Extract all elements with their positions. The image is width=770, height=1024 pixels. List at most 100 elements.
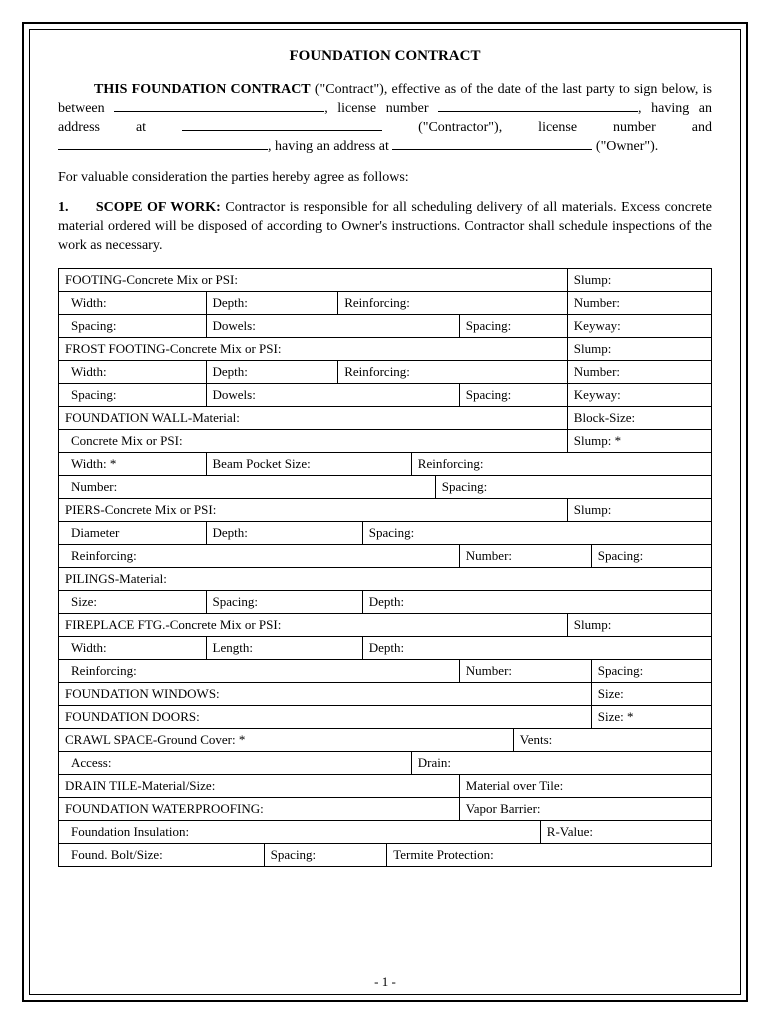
cell[interactable]: Found. Bolt/Size: bbox=[59, 844, 265, 867]
scope-num: 1. bbox=[58, 200, 69, 215]
cell[interactable]: Slump: bbox=[567, 338, 711, 361]
cell[interactable]: FOUNDATION DOORS: bbox=[59, 706, 592, 729]
cell[interactable]: Width: * bbox=[59, 453, 207, 476]
cell[interactable]: Spacing: bbox=[459, 315, 567, 338]
blank-address1[interactable] bbox=[182, 119, 382, 131]
cell[interactable]: FOOTING-Concrete Mix or PSI: bbox=[59, 269, 568, 292]
cell[interactable]: Vents: bbox=[513, 729, 711, 752]
cell[interactable]: Termite Protection: bbox=[387, 844, 712, 867]
intro-body5: , having an address at bbox=[268, 139, 392, 154]
cell[interactable]: Beam Pocket Size: bbox=[206, 453, 411, 476]
cell[interactable]: Vapor Barrier: bbox=[459, 798, 711, 821]
cell[interactable]: Number: bbox=[567, 361, 711, 384]
cell[interactable]: FOUNDATION WINDOWS: bbox=[59, 683, 592, 706]
outer-border: FOUNDATION CONTRACT THIS FOUNDATION CONT… bbox=[22, 22, 748, 1002]
cell[interactable]: FOUNDATION WATERPROOFING: bbox=[59, 798, 460, 821]
cell[interactable]: Spacing: bbox=[362, 522, 711, 545]
cell[interactable]: CRAWL SPACE-Ground Cover: * bbox=[59, 729, 514, 752]
table-row: FOUNDATION WINDOWS: Size: bbox=[59, 683, 712, 706]
cell[interactable]: Spacing: bbox=[206, 591, 362, 614]
table-row: Number: Spacing: bbox=[59, 476, 712, 499]
cell[interactable]: PIERS-Concrete Mix or PSI: bbox=[59, 499, 568, 522]
table-row: FIREPLACE FTG.-Concrete Mix or PSI: Slum… bbox=[59, 614, 712, 637]
blank-license2[interactable] bbox=[58, 138, 268, 150]
cell[interactable]: Spacing: bbox=[591, 545, 711, 568]
consideration-text: For valuable consideration the parties h… bbox=[58, 169, 712, 188]
cell[interactable]: Spacing: bbox=[59, 315, 207, 338]
cell[interactable]: Concrete Mix or PSI: bbox=[59, 430, 568, 453]
cell[interactable]: Spacing: bbox=[591, 660, 711, 683]
cell[interactable]: Reinforcing: bbox=[59, 545, 460, 568]
cell[interactable]: Keyway: bbox=[567, 315, 711, 338]
cell[interactable]: Slump: bbox=[567, 269, 711, 292]
cell[interactable]: Number: bbox=[59, 476, 436, 499]
cell[interactable]: Block-Size: bbox=[567, 407, 711, 430]
cell[interactable]: Size: * bbox=[591, 706, 711, 729]
cell[interactable]: Foundation Insulation: bbox=[59, 821, 541, 844]
cell[interactable]: Length: bbox=[206, 637, 362, 660]
cell[interactable]: DRAIN TILE-Material/Size: bbox=[59, 775, 460, 798]
cell[interactable]: FOUNDATION WALL-Material: bbox=[59, 407, 568, 430]
intro-body6: ("Owner"). bbox=[592, 139, 658, 154]
table-row: Reinforcing: Number: Spacing: bbox=[59, 545, 712, 568]
cell[interactable]: PILINGS-Material: bbox=[59, 568, 712, 591]
cell[interactable]: Keyway: bbox=[567, 384, 711, 407]
table-row: Width: Depth: Reinforcing: Number: bbox=[59, 361, 712, 384]
cell[interactable]: Dowels: bbox=[206, 384, 459, 407]
cell[interactable]: Reinforcing: bbox=[411, 453, 711, 476]
cell[interactable]: Size: bbox=[59, 591, 207, 614]
cell[interactable]: Spacing: bbox=[264, 844, 387, 867]
table-row: Spacing: Dowels: Spacing: Keyway: bbox=[59, 315, 712, 338]
cell[interactable]: Drain: bbox=[411, 752, 711, 775]
cell[interactable]: Dowels: bbox=[206, 315, 459, 338]
table-row: PIERS-Concrete Mix or PSI: Slump: bbox=[59, 499, 712, 522]
cell[interactable]: Spacing: bbox=[459, 384, 567, 407]
table-row: Access: Drain: bbox=[59, 752, 712, 775]
cell[interactable]: Number: bbox=[459, 660, 591, 683]
page-number: - 1 - bbox=[30, 974, 740, 990]
intro-body2: , license number bbox=[324, 101, 438, 116]
cell[interactable]: Slump: * bbox=[567, 430, 711, 453]
table-row: DRAIN TILE-Material/Size: Material over … bbox=[59, 775, 712, 798]
cell[interactable]: Diameter bbox=[59, 522, 207, 545]
cell[interactable]: FROST FOOTING-Concrete Mix or PSI: bbox=[59, 338, 568, 361]
table-row: Reinforcing: Number: Spacing: bbox=[59, 660, 712, 683]
cell[interactable]: Reinforcing: bbox=[59, 660, 460, 683]
cell[interactable]: Depth: bbox=[206, 361, 338, 384]
cell[interactable]: Number: bbox=[567, 292, 711, 315]
cell[interactable]: Spacing: bbox=[59, 384, 207, 407]
table-row: PILINGS-Material: bbox=[59, 568, 712, 591]
cell[interactable]: Depth: bbox=[206, 522, 362, 545]
blank-address2[interactable] bbox=[392, 138, 592, 150]
cell[interactable]: Depth: bbox=[362, 591, 711, 614]
blank-party1[interactable] bbox=[114, 100, 324, 112]
cell[interactable]: Width: bbox=[59, 637, 207, 660]
table-row: Spacing: Dowels: Spacing: Keyway: bbox=[59, 384, 712, 407]
intro-body4: ("Contractor"), license number and bbox=[382, 120, 712, 135]
cell[interactable]: Slump: bbox=[567, 499, 711, 522]
cell[interactable]: Size: bbox=[591, 683, 711, 706]
cell[interactable]: Width: bbox=[59, 292, 207, 315]
cell[interactable]: Number: bbox=[459, 545, 591, 568]
cell[interactable]: Depth: bbox=[206, 292, 338, 315]
cell[interactable]: Slump: bbox=[567, 614, 711, 637]
cell[interactable]: Reinforcing: bbox=[338, 361, 568, 384]
table-row: FOOTING-Concrete Mix or PSI: Slump: bbox=[59, 269, 712, 292]
table-row: FOUNDATION WATERPROOFING: Vapor Barrier: bbox=[59, 798, 712, 821]
blank-license1[interactable] bbox=[438, 100, 638, 112]
cell[interactable]: FIREPLACE FTG.-Concrete Mix or PSI: bbox=[59, 614, 568, 637]
cell[interactable]: Reinforcing: bbox=[338, 292, 568, 315]
cell[interactable]: R-Value: bbox=[540, 821, 711, 844]
intro-paragraph: THIS FOUNDATION CONTRACT ("Contract"), e… bbox=[58, 81, 712, 157]
cell[interactable]: Access: bbox=[59, 752, 412, 775]
table-row: Found. Bolt/Size: Spacing: Termite Prote… bbox=[59, 844, 712, 867]
table-row: Width: Depth: Reinforcing: Number: bbox=[59, 292, 712, 315]
cell[interactable]: Material over Tile: bbox=[459, 775, 711, 798]
cell[interactable]: Width: bbox=[59, 361, 207, 384]
table-row: Size: Spacing: Depth: bbox=[59, 591, 712, 614]
table-row: FROST FOOTING-Concrete Mix or PSI: Slump… bbox=[59, 338, 712, 361]
table-row: Width: * Beam Pocket Size: Reinforcing: bbox=[59, 453, 712, 476]
inner-border: FOUNDATION CONTRACT THIS FOUNDATION CONT… bbox=[29, 29, 741, 995]
cell[interactable]: Depth: bbox=[362, 637, 711, 660]
cell[interactable]: Spacing: bbox=[435, 476, 711, 499]
